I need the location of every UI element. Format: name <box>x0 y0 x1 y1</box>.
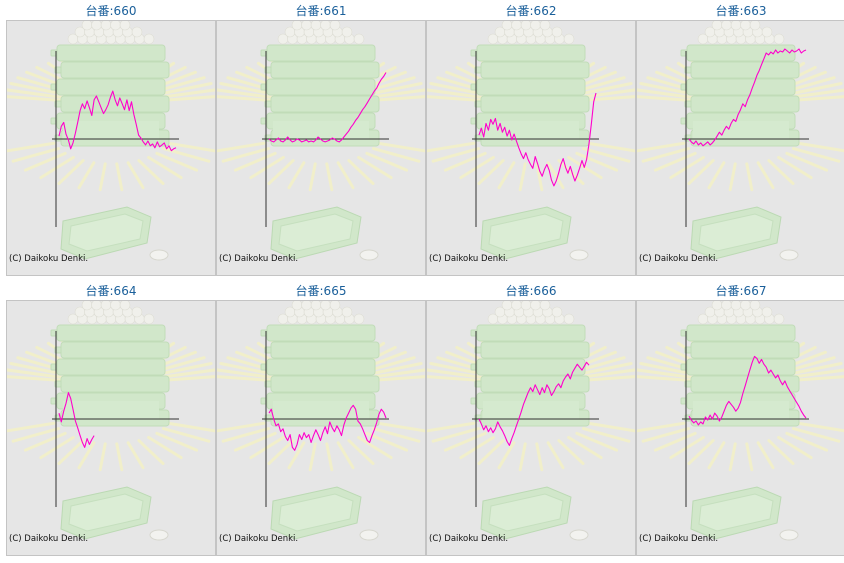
background-illustration <box>637 301 844 541</box>
machine-number-link[interactable]: 台番:660 <box>85 4 137 18</box>
background-illustration <box>217 21 425 261</box>
slump-graph-panel: (C) Daikoku Denki. <box>6 300 216 556</box>
machine-graph-card: 台番:664 (C) Daikoku Denki. <box>6 280 216 560</box>
copyright-text: (C) Daikoku Denki. <box>429 534 509 544</box>
ball-tray <box>270 486 362 540</box>
medal-coin <box>569 249 589 261</box>
medal-coin <box>779 529 799 541</box>
balls-heap <box>487 21 575 45</box>
copyright-text: (C) Daikoku Denki. <box>429 254 509 264</box>
machine-graph-card: 台番:662 (C) Daikoku Denki. <box>426 0 636 280</box>
background-illustration <box>427 21 635 261</box>
machine-number-link[interactable]: 台番:664 <box>85 284 137 298</box>
copyright-text: (C) Daikoku Denki. <box>639 254 719 264</box>
medal-coin <box>359 249 379 261</box>
slump-graph <box>427 21 635 261</box>
medal-coin <box>569 529 589 541</box>
background-illustration <box>217 301 425 541</box>
copyright-text: (C) Daikoku Denki. <box>219 534 299 544</box>
slump-graph <box>637 301 844 541</box>
slump-graph-panel: (C) Daikoku Denki. <box>426 300 636 556</box>
machine-number-link[interactable]: 台番:662 <box>505 4 557 18</box>
machine-graph-card: 台番:661 (C) Daikoku Denki. <box>216 0 426 280</box>
ball-tray <box>690 206 782 260</box>
stacked-boxes <box>470 44 590 147</box>
balls-heap <box>277 301 365 325</box>
slump-line <box>58 392 95 448</box>
slump-graph <box>7 21 215 261</box>
slump-graph-panel: (C) Daikoku Denki. <box>6 20 216 276</box>
slump-graph <box>217 301 425 541</box>
balls-heap <box>697 301 785 325</box>
machine-graph-card: 台番:663 (C) Daikoku Denki. <box>636 0 844 280</box>
background-illustration <box>427 301 635 541</box>
machine-graph-card: 台番:665 (C) Daikoku Denki. <box>216 280 426 560</box>
slump-graph-panel: (C) Daikoku Denki. <box>636 300 844 556</box>
slump-graph <box>217 21 425 261</box>
stacked-boxes <box>680 324 800 427</box>
slump-graph-panel: (C) Daikoku Denki. <box>426 20 636 276</box>
balls-heap <box>277 21 365 45</box>
machine-number-link[interactable]: 台番:665 <box>295 284 347 298</box>
ball-tray <box>480 486 572 540</box>
medal-coin <box>149 249 169 261</box>
background-illustration <box>7 21 215 261</box>
background-illustration <box>7 301 215 541</box>
stacked-boxes <box>50 324 170 427</box>
slump-graph-panel: (C) Daikoku Denki. <box>636 20 844 276</box>
ball-tray <box>60 486 152 540</box>
machine-graph-card: 台番:660 (C) Daikoku Denki. <box>6 0 216 280</box>
machine-number-link[interactable]: 台番:663 <box>715 4 767 18</box>
machine-number-link[interactable]: 台番:661 <box>295 4 347 18</box>
ball-tray <box>690 486 782 540</box>
slump-graph <box>427 301 635 541</box>
slump-line <box>268 404 387 451</box>
copyright-text: (C) Daikoku Denki. <box>9 534 89 544</box>
slump-line <box>58 90 177 152</box>
medal-coin <box>149 529 169 541</box>
copyright-text: (C) Daikoku Denki. <box>219 254 299 264</box>
copyright-text: (C) Daikoku Denki. <box>639 534 719 544</box>
ball-tray <box>480 206 572 260</box>
balls-heap <box>697 21 785 45</box>
slump-line <box>478 361 590 446</box>
stacked-boxes <box>50 44 170 147</box>
machine-number-link[interactable]: 台番:667 <box>715 284 767 298</box>
slump-line <box>688 355 807 426</box>
medal-coin <box>359 529 379 541</box>
medal-coin <box>779 249 799 261</box>
stacked-boxes <box>680 44 800 147</box>
slump-graph <box>7 301 215 541</box>
stacked-boxes <box>260 324 380 427</box>
balls-heap <box>67 21 155 45</box>
ball-tray <box>270 206 362 260</box>
slump-line <box>478 92 597 187</box>
ball-tray <box>60 206 152 260</box>
slump-graph <box>637 21 844 261</box>
slump-line <box>688 48 807 147</box>
stacked-boxes <box>260 44 380 147</box>
slump-graph-panel: (C) Daikoku Denki. <box>216 20 426 276</box>
machine-graph-card: 台番:666 (C) Daikoku Denki. <box>426 280 636 560</box>
balls-heap <box>487 301 575 325</box>
slump-line <box>268 72 387 143</box>
slump-graph-panel: (C) Daikoku Denki. <box>216 300 426 556</box>
machine-number-link[interactable]: 台番:666 <box>505 284 557 298</box>
machine-graph-card: 台番:667 (C) Daikoku Denki. <box>636 280 844 560</box>
background-illustration <box>637 21 844 261</box>
balls-heap <box>67 301 155 325</box>
stacked-boxes <box>470 324 590 427</box>
copyright-text: (C) Daikoku Denki. <box>9 254 89 264</box>
